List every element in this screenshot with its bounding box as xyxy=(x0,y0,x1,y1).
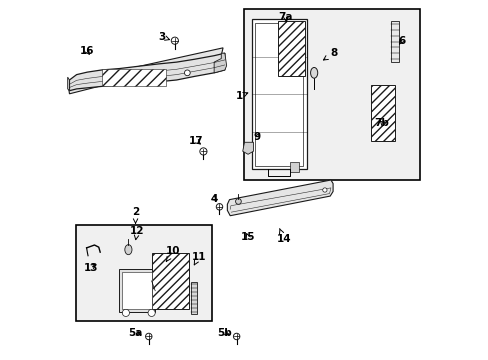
Text: 1: 1 xyxy=(236,91,247,101)
Text: 13: 13 xyxy=(83,262,98,273)
Text: 10: 10 xyxy=(165,247,180,262)
Circle shape xyxy=(145,333,152,340)
Text: 14: 14 xyxy=(276,229,290,244)
Circle shape xyxy=(148,309,155,316)
Text: 15: 15 xyxy=(240,232,255,242)
Text: 9: 9 xyxy=(253,132,261,142)
Circle shape xyxy=(233,333,240,340)
Text: 4: 4 xyxy=(210,194,217,203)
Polygon shape xyxy=(69,53,224,91)
Text: 6: 6 xyxy=(397,36,405,46)
Text: 5b: 5b xyxy=(216,328,231,338)
Ellipse shape xyxy=(310,67,317,78)
Polygon shape xyxy=(67,77,69,91)
Bar xyxy=(370,85,394,141)
Bar xyxy=(119,269,155,312)
Circle shape xyxy=(322,188,326,192)
Text: 7b: 7b xyxy=(374,118,388,128)
Polygon shape xyxy=(69,48,223,94)
Polygon shape xyxy=(290,162,298,172)
Text: 12: 12 xyxy=(130,226,144,240)
Circle shape xyxy=(200,148,206,155)
Text: 16: 16 xyxy=(80,46,94,57)
Bar xyxy=(251,19,306,169)
Text: 8: 8 xyxy=(323,48,337,60)
Bar xyxy=(76,225,211,321)
Bar xyxy=(255,23,303,166)
Ellipse shape xyxy=(124,245,132,255)
Circle shape xyxy=(216,203,222,210)
Bar xyxy=(122,272,152,309)
Bar xyxy=(151,253,189,309)
Text: 5a: 5a xyxy=(128,328,142,338)
Circle shape xyxy=(171,37,178,44)
Polygon shape xyxy=(214,53,226,73)
Text: 11: 11 xyxy=(191,252,205,265)
Text: 3: 3 xyxy=(159,32,169,42)
Text: 2: 2 xyxy=(132,207,139,223)
Circle shape xyxy=(235,199,241,204)
Polygon shape xyxy=(227,180,332,216)
Circle shape xyxy=(184,70,190,76)
Text: 7a: 7a xyxy=(278,13,293,22)
Circle shape xyxy=(122,309,129,316)
Bar xyxy=(244,9,419,180)
Bar xyxy=(102,69,165,86)
Bar xyxy=(390,21,398,62)
Text: 17: 17 xyxy=(188,136,203,146)
Bar xyxy=(190,282,197,314)
Polygon shape xyxy=(242,142,253,154)
Bar xyxy=(278,21,305,76)
